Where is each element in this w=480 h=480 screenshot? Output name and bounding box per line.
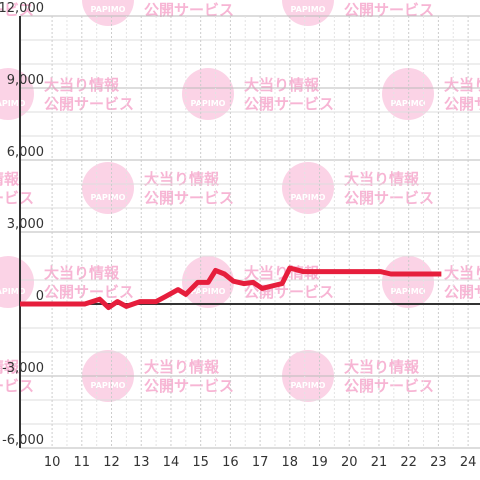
- y-tick-label: 3,000: [7, 217, 44, 232]
- watermark-subtitle: 公開サービス: [44, 95, 134, 113]
- watermark-title: 大当り情報: [244, 76, 320, 94]
- watermark-logo-text: PAPIMO: [391, 287, 426, 296]
- watermark-title: 大当り情報: [0, 358, 20, 376]
- y-tick-label: -3,000: [2, 361, 44, 376]
- watermark-subtitle: 公開サービス: [444, 95, 480, 113]
- watermark-logo-text: PAPIMO: [91, 193, 126, 202]
- watermark-logo-text: PAPIMO: [291, 5, 326, 14]
- watermark-title: 大当り情報: [344, 358, 420, 376]
- watermark-subtitle: 公開サービス: [0, 1, 34, 19]
- watermark-subtitle: 公開サービス: [244, 95, 334, 113]
- x-tick-label: 19: [311, 455, 328, 470]
- x-tick-label: 24: [460, 455, 477, 470]
- x-tick-label: 13: [133, 455, 150, 470]
- watermark-logo-text: PAPIMO: [91, 381, 126, 390]
- watermark-title: 大当り情報: [444, 76, 480, 94]
- watermark-logo-text: PAPIMO: [191, 287, 226, 296]
- y-tick-label: -6,000: [2, 433, 44, 448]
- x-tick-label: 12: [103, 455, 120, 470]
- y-tick-label: 6,000: [7, 145, 44, 160]
- watermark-logo: [82, 162, 134, 214]
- watermark-logo-text: PAPIMO: [0, 287, 26, 296]
- y-tick-label: 0: [36, 289, 44, 304]
- watermark-logo: [382, 68, 434, 120]
- x-tick-label: 14: [163, 455, 180, 470]
- watermark-logo: [282, 0, 334, 26]
- watermark-subtitle: 公開サービス: [144, 1, 234, 19]
- y-tick-label: 9,000: [7, 73, 44, 88]
- watermark-logo-text: PAPIMO: [291, 381, 326, 390]
- watermark-title: 大当り情報: [144, 170, 220, 188]
- x-tick-label: 22: [400, 455, 417, 470]
- watermark-subtitle: 公開サービス: [0, 377, 34, 395]
- watermark-logo-text: PAPIMO: [91, 5, 126, 14]
- x-tick-label: 20: [341, 455, 358, 470]
- x-tick-label: 11: [74, 455, 91, 470]
- watermark-logo-text: PAPIMO: [391, 99, 426, 108]
- watermark-logo-text: PAPIMO: [0, 99, 26, 108]
- watermark-subtitle: 公開サービス: [0, 189, 34, 207]
- x-tick-label: 21: [371, 455, 388, 470]
- watermark-logo: [0, 68, 34, 120]
- watermark-logo: [182, 68, 234, 120]
- watermark-logo-text: PAPIMO: [291, 193, 326, 202]
- watermark-subtitle: 公開サービス: [344, 1, 434, 19]
- watermark-logo: [0, 256, 34, 308]
- watermark-title: 大当り情報: [0, 170, 20, 188]
- watermark-logo-text: PAPIMO: [191, 99, 226, 108]
- watermark-title: 大当り情報: [144, 358, 220, 376]
- watermark-subtitle: 公開サービス: [144, 189, 234, 207]
- x-tick-label: 16: [222, 455, 239, 470]
- watermark-logo: [382, 256, 434, 308]
- watermark-subtitle: 公開サービス: [344, 377, 434, 395]
- watermark-logo: [282, 162, 334, 214]
- data-line: [20, 265, 442, 311]
- watermark-subtitle: 公開サービス: [344, 189, 434, 207]
- watermark-subtitle: 公開サービス: [444, 283, 480, 301]
- x-tick-label: 23: [430, 455, 447, 470]
- watermark-title: 大当り情報: [444, 264, 480, 282]
- watermark: PAPIMO大当り情報公開サービスPAPIMO大当り情報公開サービスPAPIMO…: [0, 0, 480, 402]
- x-tick-label: 18: [282, 455, 299, 470]
- x-tick-label: 10: [44, 455, 61, 470]
- watermark-subtitle: 公開サービス: [144, 377, 234, 395]
- x-tick-label: 15: [192, 455, 209, 470]
- y-tick-label: 12,000: [0, 1, 44, 16]
- x-tick-label: 17: [252, 455, 269, 470]
- watermark-subtitle: 公開サービス: [44, 283, 134, 301]
- watermark-logo: [82, 0, 134, 26]
